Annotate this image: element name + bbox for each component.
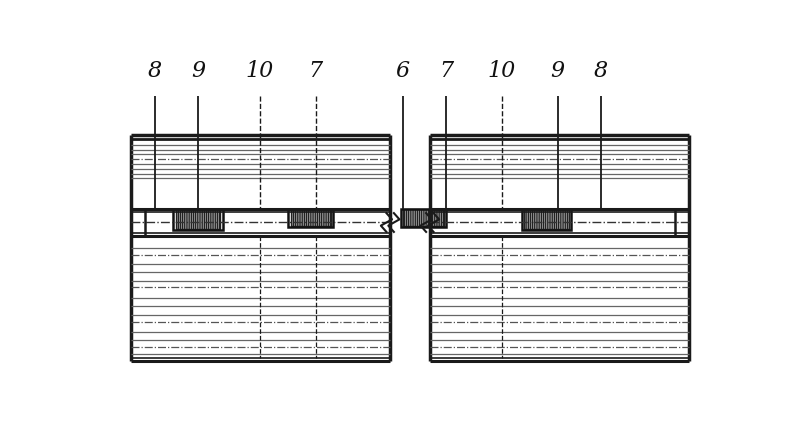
Text: 8: 8 — [147, 60, 162, 82]
Text: 9: 9 — [191, 60, 205, 82]
Bar — [401, 209, 446, 227]
Text: 10: 10 — [488, 60, 516, 82]
Bar — [524, 209, 569, 229]
Text: 10: 10 — [246, 60, 274, 82]
Bar — [288, 209, 334, 227]
Text: 7: 7 — [439, 60, 453, 82]
Text: 7: 7 — [309, 60, 323, 82]
Text: 9: 9 — [550, 60, 565, 82]
Bar — [522, 209, 571, 230]
Bar — [403, 209, 444, 226]
Bar — [290, 209, 331, 226]
Bar — [176, 209, 220, 229]
Text: 8: 8 — [594, 60, 608, 82]
Text: 6: 6 — [395, 60, 410, 82]
Bar — [173, 209, 222, 230]
